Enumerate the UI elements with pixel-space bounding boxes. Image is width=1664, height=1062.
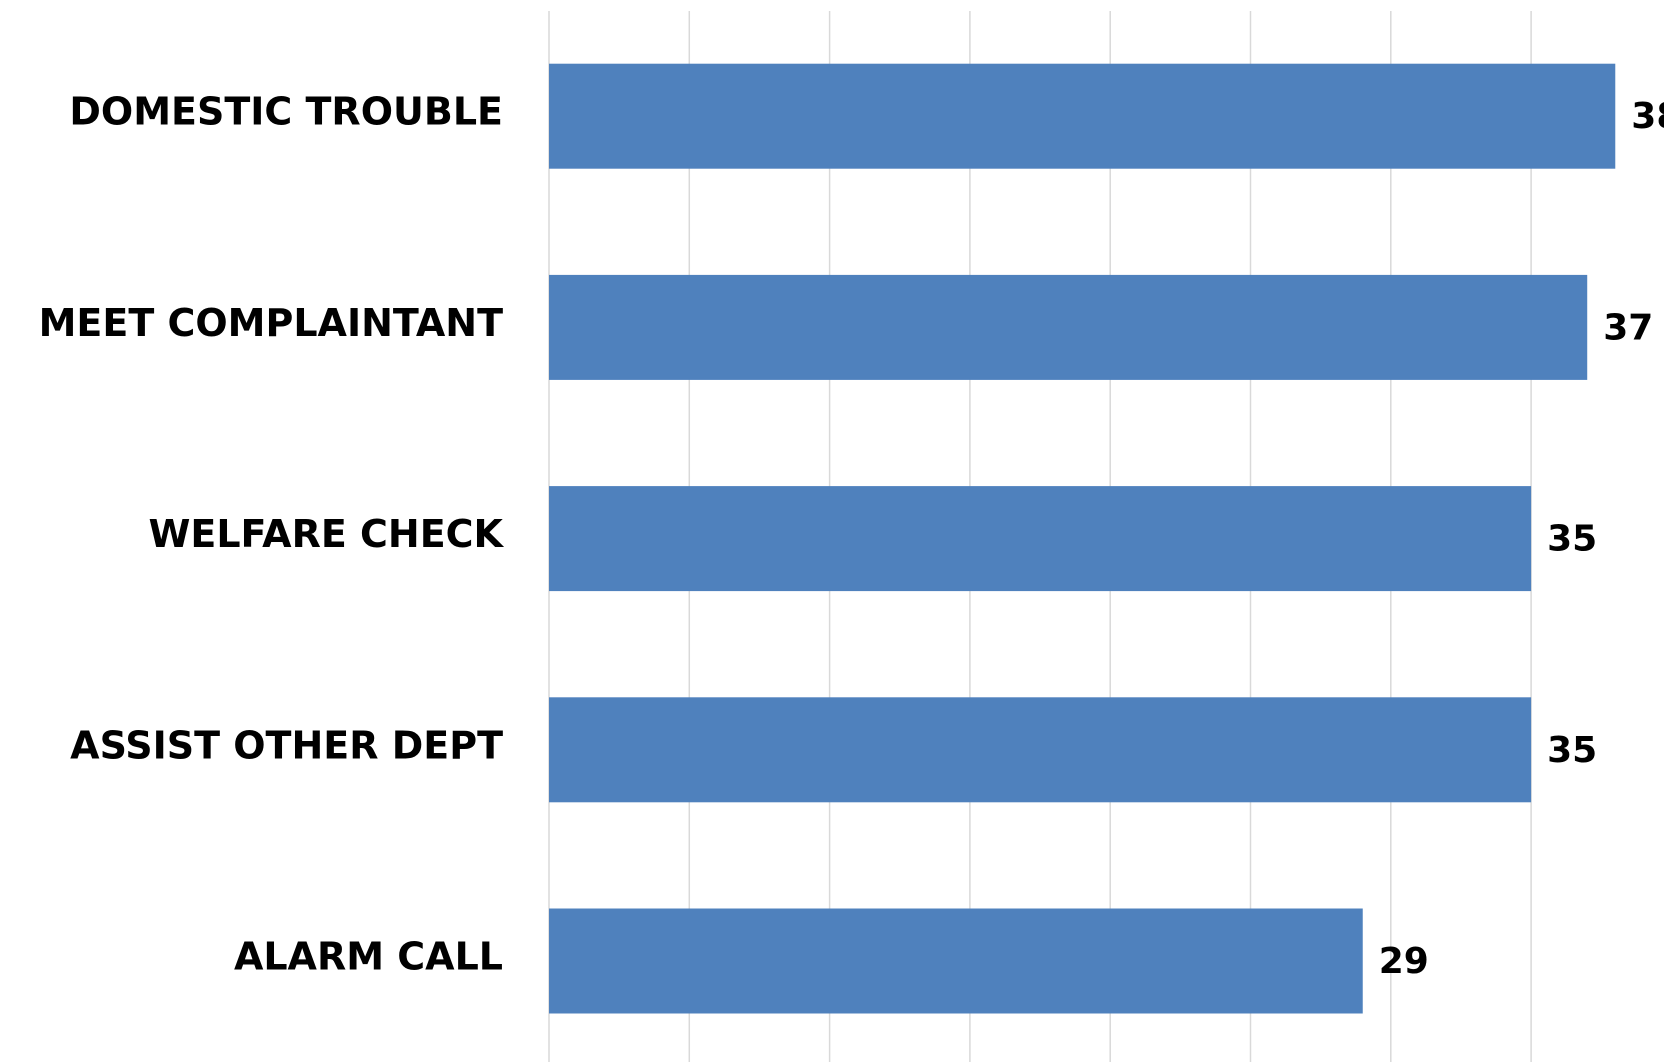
value-label: 38 (1631, 96, 1664, 137)
bar (549, 697, 1532, 803)
category-label: WELFARE CHECK (148, 512, 504, 556)
bar (549, 63, 1616, 169)
category-label: MEET COMPLAINTANT (39, 301, 503, 345)
category-label: ASSIST OTHER DEPT (70, 723, 503, 767)
category-label: ALARM CALL (234, 935, 503, 979)
bar (549, 274, 1588, 380)
value-label: 35 (1547, 730, 1597, 771)
bar (549, 486, 1532, 592)
value-label: 29 (1379, 941, 1429, 982)
value-label: 37 (1603, 307, 1653, 348)
value-label: 35 (1547, 519, 1597, 560)
category-label: DOMESTIC TROUBLE (69, 90, 503, 134)
bar (549, 908, 1363, 1014)
